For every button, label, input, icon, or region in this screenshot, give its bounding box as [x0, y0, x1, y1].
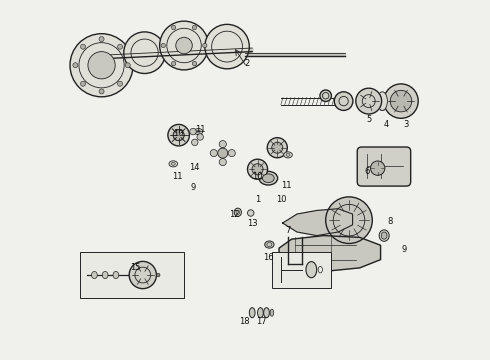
Circle shape: [173, 130, 184, 140]
Text: 10: 10: [173, 129, 184, 138]
Circle shape: [88, 51, 115, 79]
Ellipse shape: [172, 162, 175, 165]
Circle shape: [356, 88, 382, 114]
Text: 10: 10: [275, 195, 286, 204]
Text: 1: 1: [255, 195, 260, 204]
Ellipse shape: [262, 174, 274, 183]
Ellipse shape: [169, 161, 177, 167]
Circle shape: [129, 261, 156, 289]
Ellipse shape: [258, 308, 263, 318]
Circle shape: [219, 140, 226, 148]
Text: 9: 9: [402, 246, 407, 255]
Circle shape: [172, 25, 176, 30]
Text: 2: 2: [244, 59, 249, 68]
Ellipse shape: [264, 308, 270, 318]
Text: 15: 15: [130, 264, 141, 273]
Text: 8: 8: [388, 217, 393, 226]
Ellipse shape: [234, 208, 242, 216]
Ellipse shape: [381, 232, 387, 239]
Circle shape: [176, 37, 192, 54]
Circle shape: [192, 25, 196, 30]
Circle shape: [192, 139, 198, 145]
Text: 11: 11: [195, 125, 205, 134]
Text: 3: 3: [403, 120, 408, 129]
Circle shape: [161, 43, 166, 48]
Bar: [272, 252, 331, 288]
Circle shape: [203, 43, 207, 48]
Circle shape: [73, 63, 78, 68]
Circle shape: [190, 129, 196, 135]
Circle shape: [169, 125, 189, 145]
Text: 13: 13: [247, 219, 257, 228]
Bar: [80, 252, 184, 298]
Circle shape: [218, 148, 228, 158]
Circle shape: [192, 62, 196, 66]
Ellipse shape: [265, 241, 274, 248]
Ellipse shape: [379, 230, 389, 241]
Circle shape: [267, 138, 287, 158]
Text: 16: 16: [263, 253, 273, 262]
Ellipse shape: [113, 271, 119, 279]
Text: 5: 5: [366, 114, 371, 123]
Text: 11: 11: [172, 172, 182, 181]
Ellipse shape: [249, 308, 255, 318]
Text: 18: 18: [239, 317, 249, 326]
Ellipse shape: [377, 92, 388, 111]
Circle shape: [210, 149, 218, 157]
Circle shape: [99, 89, 104, 94]
Circle shape: [99, 37, 104, 41]
Circle shape: [118, 81, 122, 86]
Circle shape: [70, 34, 133, 97]
Circle shape: [197, 134, 203, 140]
Text: 10: 10: [252, 172, 263, 181]
Circle shape: [272, 142, 283, 153]
Circle shape: [247, 159, 268, 179]
Text: 7: 7: [285, 226, 291, 235]
Ellipse shape: [102, 271, 108, 279]
Circle shape: [326, 197, 372, 243]
Circle shape: [124, 32, 166, 73]
Circle shape: [80, 81, 86, 86]
Text: 14: 14: [190, 163, 200, 172]
Circle shape: [172, 62, 176, 66]
Text: 11: 11: [281, 181, 292, 190]
Text: 6: 6: [364, 167, 369, 176]
Circle shape: [160, 21, 208, 70]
Circle shape: [334, 92, 353, 111]
Ellipse shape: [92, 271, 97, 279]
Circle shape: [173, 130, 184, 141]
Circle shape: [205, 24, 249, 69]
Ellipse shape: [196, 130, 200, 133]
Circle shape: [320, 90, 331, 102]
Text: 17: 17: [256, 317, 267, 326]
Circle shape: [156, 273, 160, 277]
Ellipse shape: [270, 309, 274, 316]
Ellipse shape: [259, 171, 278, 185]
Circle shape: [80, 44, 86, 49]
Circle shape: [384, 84, 418, 118]
Text: 12: 12: [229, 210, 240, 219]
Polygon shape: [279, 235, 381, 271]
Circle shape: [168, 125, 190, 146]
Circle shape: [247, 210, 254, 216]
Circle shape: [118, 44, 122, 49]
Ellipse shape: [284, 152, 293, 158]
Circle shape: [370, 161, 385, 175]
FancyBboxPatch shape: [357, 147, 411, 186]
Circle shape: [390, 90, 412, 112]
Text: 9: 9: [191, 183, 196, 192]
Ellipse shape: [286, 153, 290, 156]
Circle shape: [125, 63, 130, 68]
Text: 4: 4: [384, 120, 389, 129]
Circle shape: [219, 158, 226, 166]
Ellipse shape: [194, 129, 203, 135]
Circle shape: [252, 164, 263, 175]
Polygon shape: [283, 209, 353, 235]
Circle shape: [228, 149, 235, 157]
Ellipse shape: [306, 262, 317, 278]
